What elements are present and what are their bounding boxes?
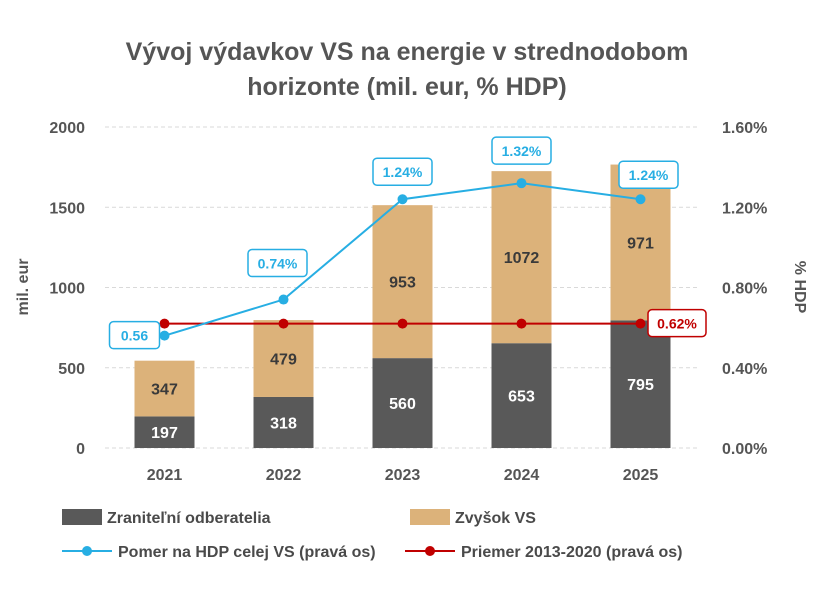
bars: 197 347 318 479 560 953 653 1072 795 971 (134, 164, 671, 448)
legend-swatch-rest (410, 509, 450, 525)
callout-box-ratio (491, 136, 552, 165)
bar-value-label: 795 (627, 377, 654, 394)
point-average (516, 318, 527, 329)
x-axis-ticks: 2021 2022 2023 2024 2025 (147, 467, 659, 484)
bar-Zraniteľní odberatelia (372, 358, 433, 448)
right-axis-tick-label: 0.40% (722, 361, 767, 378)
callout-box-average (647, 308, 707, 338)
bar-value-label: 560 (389, 396, 416, 413)
x-axis-tick-label: 2023 (385, 467, 421, 484)
right-axis-tick-label: 0.80% (722, 281, 767, 298)
callout-label-ratio: 0.74% (258, 256, 298, 272)
right-axis-tick-label: 1.60% (722, 120, 767, 137)
legend-label-vulnerable: Zraniteľní odberatelia (107, 510, 271, 527)
callout-box-ratio (247, 248, 308, 278)
right-axis-title: % HDP (791, 261, 808, 314)
x-axis-tick-label: 2021 (147, 467, 183, 484)
point-average (397, 318, 408, 329)
callout-label-ratio: 1.24% (629, 167, 669, 183)
point-ratio (516, 178, 527, 189)
point-average (635, 318, 646, 329)
line-series: 0.62% 0.56 0.74% 1.24% 1.32% 1.24% (108, 136, 707, 350)
bar-Zvyšok VS (610, 164, 671, 321)
bar-value-label: 197 (151, 425, 178, 442)
legend: Zraniteľní odberatelia Zvyšok VS Pomer na … (62, 509, 682, 561)
left-axis-tick-label: 500 (58, 361, 85, 378)
point-ratio (635, 194, 646, 205)
left-axis-tick-label: 1500 (49, 200, 85, 217)
bar-value-label: 653 (508, 389, 535, 406)
right-axis-ticks: 0.00% 0.40% 0.80% 1.20% 1.60% (722, 120, 767, 458)
bar-Zraniteľní odberatelia (253, 396, 314, 448)
bar-value-label: 971 (627, 235, 654, 252)
chart-title-line-2: horizonte (mil. eur, % HDP) (247, 73, 566, 101)
bar-Zraniteľní odberatelia (134, 416, 195, 448)
callout-box-ratio (618, 160, 679, 189)
left-axis-tick-label: 1000 (49, 281, 85, 298)
bar-value-label: 479 (270, 352, 297, 369)
bar-Zraniteľní odberatelia (491, 343, 552, 448)
legend-label-average: Priemer 2013-2020 (pravá os) (461, 544, 682, 561)
point-ratio (397, 194, 408, 205)
right-axis-tick-label: 1.20% (722, 200, 767, 217)
legend-swatch-vulnerable (62, 509, 102, 525)
left-axis-tick-label: 0 (76, 441, 85, 458)
point-ratio (159, 330, 170, 341)
point-ratio (278, 294, 289, 305)
bar-value-label: 1072 (504, 250, 540, 267)
bar-value-label: 318 (270, 415, 297, 432)
x-axis-tick-label: 2025 (623, 467, 659, 484)
left-axis-ticks: 0 500 1000 1500 2000 (49, 120, 85, 458)
legend-label-ratio: Pomer na HDP celej VS (pravá os) (118, 544, 376, 561)
x-axis-tick-label: 2024 (504, 467, 540, 484)
bar-Zvyšok VS (491, 171, 552, 344)
legend-label-rest: Zvyšok VS (455, 510, 536, 527)
left-axis-title: mil. eur (15, 259, 32, 316)
legend-marker-average (425, 546, 435, 556)
chart-title-line-1: Vývoj výdavkov VS na energie v strednodo… (126, 38, 689, 66)
bar-value-label: 953 (389, 275, 416, 292)
x-axis-tick-label: 2022 (266, 467, 302, 484)
callout-label-average: 0.62% (657, 316, 697, 332)
point-average (278, 318, 289, 329)
callout-box-ratio (108, 320, 161, 350)
point-average (159, 318, 170, 329)
bar-Zvyšok VS (134, 360, 195, 417)
bar-Zvyšok VS (372, 205, 433, 359)
left-axis-tick-label: 2000 (49, 120, 85, 137)
legend-marker-ratio (82, 546, 92, 556)
bar-Zvyšok VS (253, 320, 314, 397)
bar-value-label: 347 (151, 382, 178, 399)
callout-box-ratio (372, 157, 433, 186)
callout-label-ratio: 0.56 (121, 328, 148, 344)
callout-label-ratio: 1.32% (502, 143, 542, 159)
callout-label-ratio: 1.24% (383, 164, 423, 180)
bar-Zraniteľní odberatelia (610, 320, 671, 448)
right-axis-tick-label: 0.00% (722, 441, 767, 458)
